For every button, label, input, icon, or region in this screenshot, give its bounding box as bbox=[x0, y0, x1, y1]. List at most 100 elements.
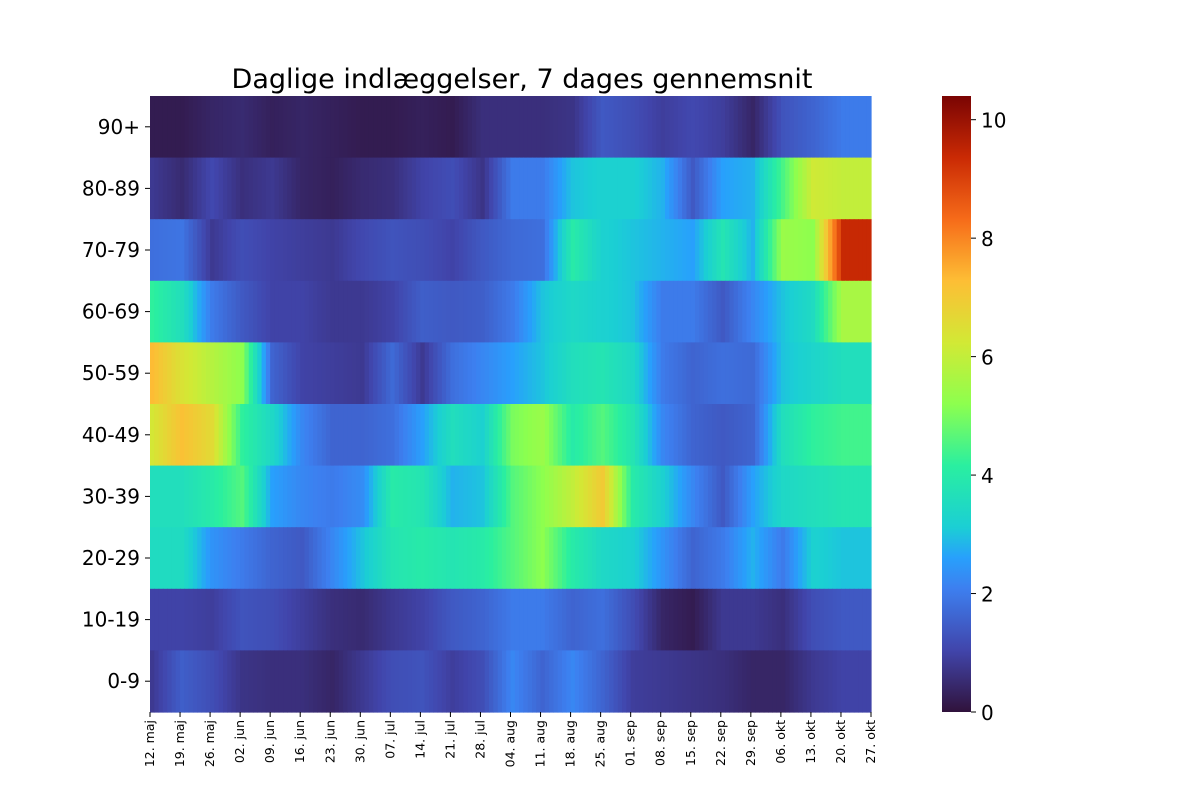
heatmap-cell bbox=[742, 404, 748, 467]
heatmap-cell bbox=[162, 404, 168, 467]
heatmap-cell bbox=[858, 465, 864, 528]
heatmap-cell bbox=[828, 588, 833, 651]
heatmap-cell bbox=[647, 219, 653, 282]
heatmap-cell bbox=[373, 650, 379, 713]
heatmap-cell bbox=[523, 650, 529, 713]
heatmap-cell bbox=[360, 157, 366, 220]
heatmap-cell bbox=[188, 650, 194, 713]
heatmap-cell bbox=[231, 404, 237, 467]
heatmap-cell bbox=[428, 280, 434, 343]
heatmap-cell bbox=[677, 280, 683, 343]
heatmap-cell bbox=[789, 465, 795, 528]
heatmap-cell bbox=[510, 465, 516, 528]
heatmap-cell bbox=[150, 465, 155, 528]
heatmap-cell bbox=[604, 219, 610, 282]
heatmap-cell bbox=[617, 465, 623, 528]
heatmap-cell bbox=[291, 157, 297, 220]
heatmap-cell bbox=[742, 527, 748, 590]
heatmap-cell bbox=[583, 157, 589, 220]
heatmap-cell bbox=[325, 96, 331, 159]
heatmap-cell bbox=[360, 280, 366, 343]
heatmap-cell bbox=[416, 280, 421, 343]
x-axis-labels: 12. maj 19. maj 26. maj 02. jun 09. jun 16. j… bbox=[142, 712, 878, 767]
heatmap-cell bbox=[716, 219, 722, 282]
x-tick-label: 23. jun bbox=[322, 720, 337, 763]
heatmap-cell bbox=[210, 527, 215, 590]
heatmap-cell bbox=[519, 588, 524, 651]
heatmap-cell bbox=[184, 219, 190, 282]
heatmap-cell bbox=[424, 96, 430, 159]
heatmap-cell bbox=[836, 157, 842, 220]
heatmap-cell bbox=[278, 404, 284, 467]
heatmap-cell bbox=[523, 404, 529, 467]
heatmap-cell bbox=[441, 465, 447, 528]
heatmap-cell bbox=[634, 404, 640, 467]
heatmap-cell bbox=[231, 96, 237, 159]
heatmap-cell bbox=[617, 650, 623, 713]
heatmap-cell bbox=[244, 280, 250, 343]
heatmap-cell bbox=[441, 219, 447, 282]
heatmap-cell bbox=[467, 404, 473, 467]
heatmap-cell bbox=[506, 342, 512, 405]
heatmap-cell bbox=[433, 219, 439, 282]
heatmap-cell bbox=[381, 96, 387, 159]
heatmap-cell bbox=[351, 96, 357, 159]
heatmap-cell bbox=[222, 96, 228, 159]
heatmap-cell bbox=[304, 280, 310, 343]
heatmap-cell bbox=[540, 527, 546, 590]
heatmap-cell bbox=[158, 157, 164, 220]
heatmap-cell bbox=[695, 342, 700, 405]
heatmap-cell bbox=[416, 219, 421, 282]
heatmap-cell bbox=[759, 465, 765, 528]
heatmap-cell bbox=[755, 404, 761, 467]
heatmap-cell bbox=[167, 342, 173, 405]
heatmap-cell bbox=[759, 280, 765, 343]
heatmap-cell bbox=[510, 588, 516, 651]
x-tick-label: 14. jul bbox=[412, 720, 427, 759]
heatmap-cell bbox=[244, 219, 250, 282]
heatmap-cell bbox=[433, 650, 439, 713]
heatmap-cell bbox=[343, 96, 349, 159]
heatmap-cell bbox=[484, 527, 490, 590]
heatmap-cell bbox=[789, 404, 795, 467]
heatmap-cell bbox=[798, 219, 803, 282]
heatmap-cell bbox=[330, 157, 336, 220]
heatmap-cell bbox=[407, 280, 413, 343]
heatmap-cell bbox=[274, 650, 280, 713]
heatmap-cell bbox=[690, 96, 696, 159]
heatmap-cell bbox=[862, 219, 868, 282]
heatmap-cell bbox=[733, 650, 739, 713]
heatmap-cell bbox=[291, 280, 297, 343]
heatmap-cell bbox=[377, 280, 383, 343]
heatmap-cell bbox=[377, 157, 383, 220]
heatmap-cell bbox=[849, 219, 855, 282]
heatmap-cell bbox=[446, 465, 452, 528]
heatmap-cell bbox=[656, 527, 662, 590]
heatmap-cell bbox=[750, 96, 756, 159]
heatmap-cell bbox=[403, 219, 409, 282]
heatmap-cell bbox=[261, 527, 267, 590]
heatmap-cell bbox=[150, 342, 155, 405]
heatmap-cell bbox=[669, 465, 675, 528]
heatmap-cell bbox=[287, 96, 293, 159]
heatmap-cell bbox=[158, 404, 164, 467]
heatmap-cell bbox=[703, 280, 709, 343]
heatmap-cell bbox=[313, 280, 318, 343]
heatmap-cell bbox=[729, 527, 735, 590]
heatmap-cell bbox=[630, 157, 636, 220]
heatmap-cell bbox=[802, 280, 808, 343]
heatmap-cell bbox=[845, 96, 851, 159]
heatmap-cell bbox=[265, 342, 271, 405]
x-tick-label: 18. aug bbox=[563, 720, 578, 767]
heatmap-cell bbox=[240, 650, 246, 713]
heatmap-cell bbox=[862, 157, 868, 220]
heatmap-cell bbox=[823, 650, 829, 713]
heatmap-cell bbox=[360, 404, 366, 467]
heatmap-cell bbox=[862, 588, 868, 651]
heatmap-cell bbox=[501, 342, 507, 405]
heatmap-cell bbox=[235, 219, 241, 282]
heatmap-cell bbox=[763, 588, 769, 651]
heatmap-cell bbox=[407, 404, 413, 467]
heatmap-cell bbox=[798, 342, 803, 405]
